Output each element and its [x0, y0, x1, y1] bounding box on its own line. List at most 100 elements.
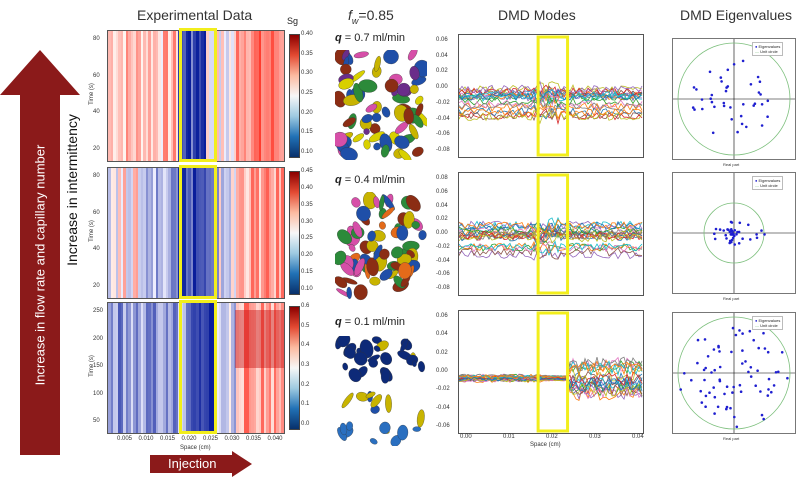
legend-circle-text: Unit circle: [760, 323, 778, 328]
heatmap-ytick: 200: [93, 335, 104, 342]
heatmap-ylabel: Time (s): [88, 83, 95, 105]
fw-symbol: f: [348, 7, 352, 23]
modes-ytick: -0.06: [436, 131, 450, 138]
eigen-xlabel: Real part: [723, 296, 740, 301]
modes-ytick: 0.06: [436, 313, 448, 319]
heatmap-xtick: 0.020: [181, 436, 197, 442]
eigen-legend: ● Eigenvalues — Unit circle: [752, 316, 784, 330]
colorbar-tick: 0.1: [301, 401, 310, 408]
q-value: = 0.7 ml/min: [341, 32, 406, 44]
modes-ytick: 0.00: [436, 368, 448, 374]
injection-label: Injection: [168, 456, 217, 471]
dmd-eigenvalues-title: DMD Eigenvalues: [680, 7, 793, 23]
modes-ytick: 0.00: [436, 84, 448, 91]
heatmap-ytick: 250: [93, 308, 104, 314]
fw-title: fw=0.85: [348, 7, 394, 26]
colorbar-tick: 0.25: [301, 90, 313, 96]
modes-ytick: -0.06: [436, 271, 450, 278]
modes-ytick: -0.08: [436, 285, 450, 291]
colorbar-tick: 0.40: [301, 184, 313, 191]
heatmap-xlabel: Space (cm): [180, 445, 211, 451]
modes-ytick: 0.02: [436, 68, 448, 75]
modes-ytick: 0.06: [436, 37, 448, 43]
colorbar-tick: 0.35: [301, 50, 313, 57]
modes-ytick: 0.04: [436, 202, 448, 209]
q-symbol: q: [335, 316, 342, 328]
legend-unit-circle: — Unit circle: [755, 183, 778, 188]
modes-ytick: 0.00: [436, 230, 448, 236]
colorbar-tick: 0.25: [301, 235, 313, 242]
legend-eigenvalues: ● Eigenvalues: [755, 178, 781, 183]
colorbar-title: Sg: [287, 16, 299, 26]
pore-image-q01: [335, 336, 426, 446]
colorbar-tick: 0.35: [301, 201, 313, 208]
experimental-data-title: Experimental Data: [137, 7, 253, 23]
eigenvalue-plot: [672, 172, 796, 294]
heatmap-ylabel: Time (s): [88, 355, 95, 377]
modes-ytick: -0.04: [436, 115, 450, 122]
colorbar-tick: 0.3: [301, 362, 310, 368]
heatmap-ytick: 80: [93, 173, 100, 179]
colorbar-tick: 0.30: [301, 218, 313, 225]
heatmap-ytick: 150: [93, 363, 104, 369]
modes-xtick: 0.02: [546, 434, 558, 440]
eigenvalue-plot: [672, 38, 796, 160]
pore-image-q04: [335, 192, 427, 301]
eigen-xlabel: Real part: [723, 436, 740, 441]
highlight-box: [179, 165, 217, 299]
heatmap-xtick: 0.035: [246, 436, 262, 442]
flow-rate-arrow-icon: [0, 50, 80, 455]
modes-ytick: -0.04: [436, 257, 450, 264]
colorbar-tick: 0.2: [301, 381, 310, 388]
colorbar-tick: 0.15: [301, 129, 313, 136]
modes-ytick: 0.04: [436, 331, 448, 338]
colorbar-tick: 0.40: [301, 31, 313, 37]
dmd-modes-plot: [458, 34, 644, 158]
legend-unit-circle: — Unit circle: [755, 49, 778, 54]
modes-ytick: 0.02: [436, 216, 448, 223]
colorbar-tick: 0.10: [301, 286, 313, 292]
colorbar-tick: 0.4: [301, 342, 310, 349]
colorbar-tick: 0.0: [301, 421, 310, 427]
colorbar-tick: 0.20: [301, 109, 313, 116]
legend-circle-text: Unit circle: [760, 49, 778, 54]
modes-ytick: -0.06: [436, 423, 450, 429]
eigen-legend: ● Eigenvalues — Unit circle: [752, 42, 784, 56]
fw-subscript: w: [351, 15, 359, 26]
heatmap-ytick: 60: [93, 72, 100, 79]
heatmap-ytick: 50: [93, 418, 100, 424]
dmd-modes-plot: [458, 310, 644, 434]
modes-xtick: 0.01: [503, 434, 515, 440]
colorbar-tick: 0.15: [301, 269, 313, 276]
injection-arrow-icon: [150, 451, 252, 477]
flow-rate-label: Increase in flow rate and capillary numb…: [32, 144, 48, 386]
heatmap-xtick: 0.040: [267, 436, 283, 442]
eigen-legend: ● Eigenvalues — Unit circle: [752, 176, 784, 190]
eigenvalue-plot: [672, 312, 796, 434]
heatmap-xtick: 0.025: [203, 436, 219, 442]
colorbar-tick: 0.20: [301, 252, 313, 259]
heatmap-ytick: 60: [93, 209, 100, 216]
legend-unit-circle: — Unit circle: [755, 323, 778, 328]
colorbar: [289, 34, 300, 158]
colorbar-tick: 0.5: [301, 322, 310, 329]
dmd-modes-plot: [458, 172, 644, 296]
q-value: = 0.1 ml/min: [341, 316, 406, 328]
eigen-xlabel: Real part: [723, 162, 740, 167]
heatmap-xtick: 0.010: [138, 436, 154, 442]
modes-ytick: -0.02: [436, 99, 450, 106]
modes-ytick: -0.08: [436, 147, 450, 153]
q-symbol: q: [335, 32, 342, 44]
heatmap-xtick: 0.005: [117, 436, 133, 442]
heatmap-ytick: 20: [93, 146, 100, 152]
q-symbol: q: [335, 174, 342, 186]
highlight-box: [179, 28, 217, 162]
colorbar-tick: 0.6: [301, 303, 310, 309]
legend-eigen-text: Eigenvalues: [758, 44, 781, 49]
dmd-modes-title: DMD Modes: [498, 7, 576, 23]
modes-ytick: 0.04: [436, 52, 448, 59]
heatmap-xtick: 0.030: [224, 436, 240, 442]
colorbar-tick: 0.30: [301, 70, 313, 77]
q-value: = 0.4 ml/min: [341, 174, 406, 186]
modes-ytick: -0.02: [436, 386, 450, 393]
